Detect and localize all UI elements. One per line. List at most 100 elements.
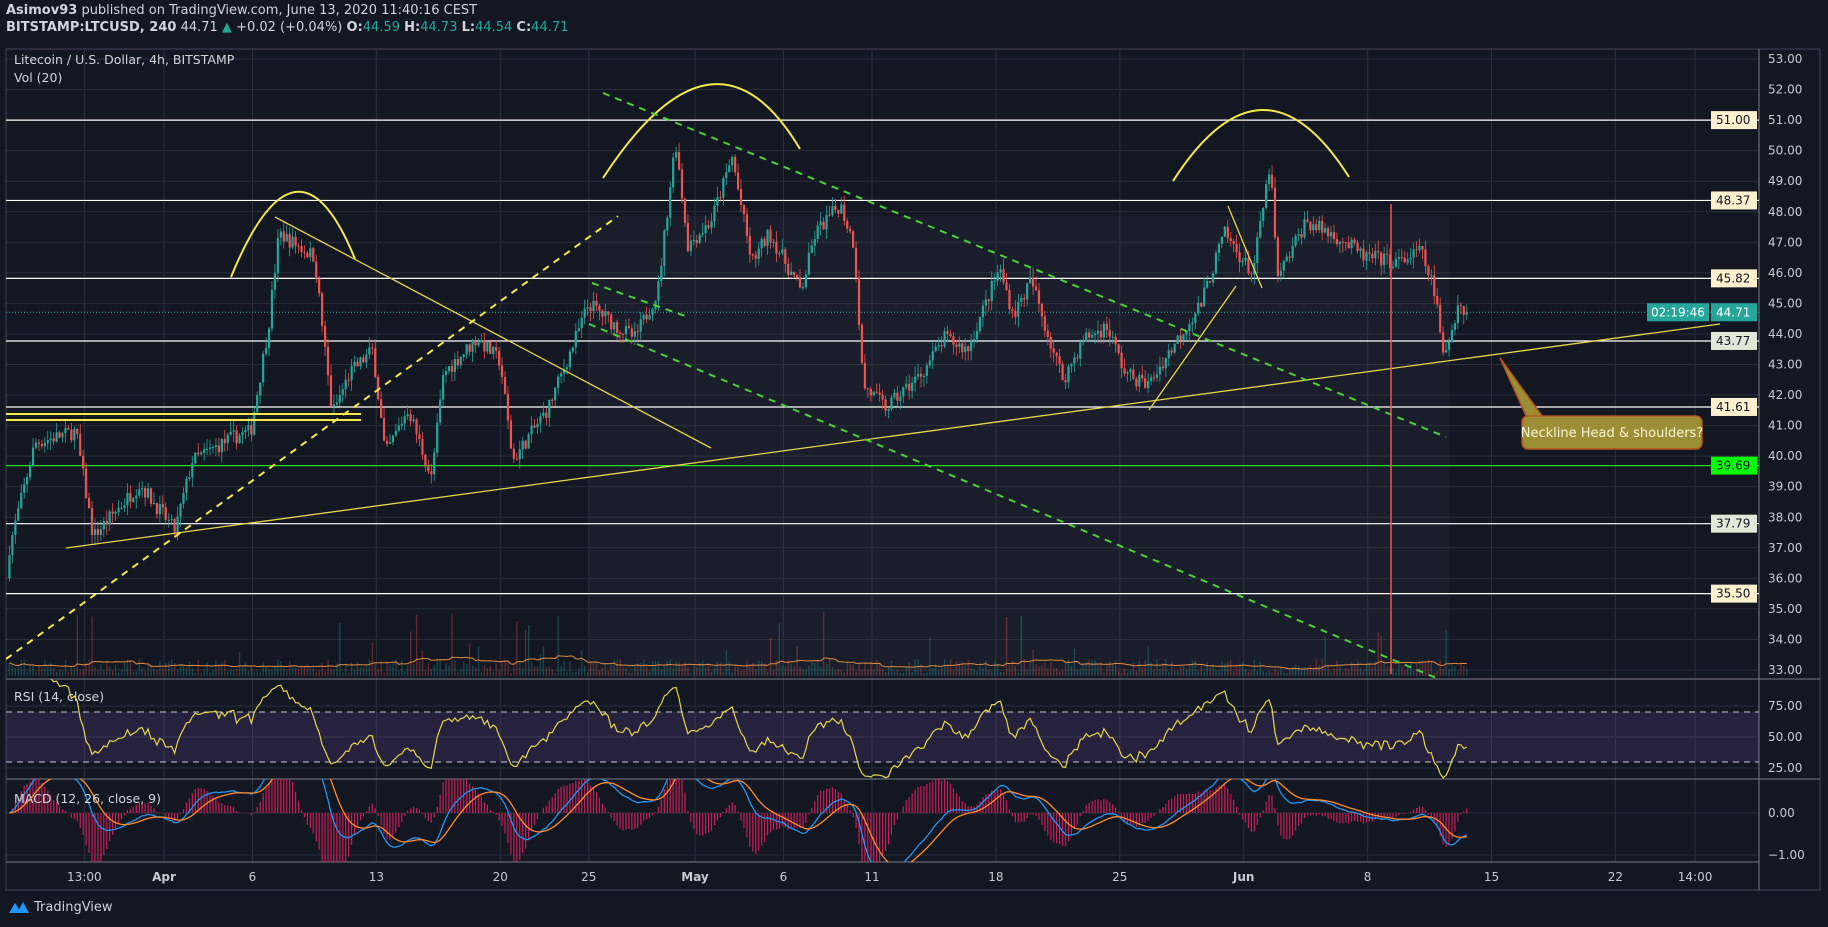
- candle-body: [1338, 241, 1341, 245]
- descending-trendline[interactable]: [274, 216, 712, 449]
- volume-bar: [268, 669, 270, 676]
- volume-bar: [584, 665, 586, 676]
- volume-bar: [179, 664, 182, 676]
- candle-body: [1397, 257, 1400, 259]
- candle-body: [669, 187, 672, 218]
- volume-bar: [926, 672, 928, 676]
- volume-bar: [1150, 661, 1152, 676]
- macd-hist-bar: [386, 813, 388, 840]
- macd-hist-bar: [1005, 800, 1008, 813]
- right-shoulder-arc[interactable]: [1172, 109, 1350, 182]
- macd-hist-bar: [1050, 813, 1052, 841]
- candle-body: [483, 340, 486, 352]
- volume-bar: [345, 665, 347, 676]
- volume-bar: [1008, 664, 1011, 676]
- author[interactable]: Asimov93: [6, 3, 78, 18]
- drawings[interactable]: [6, 83, 1721, 682]
- volume-bar: [1268, 670, 1270, 676]
- candle-body: [1152, 377, 1156, 379]
- left-shoulder-arc[interactable]: [230, 190, 356, 278]
- macd-hist-bar: [616, 813, 618, 826]
- candle-body: [680, 169, 684, 199]
- volume-bar: [445, 663, 447, 676]
- macd-hist-bar: [569, 783, 571, 813]
- volume-bar: [353, 669, 356, 676]
- volume-bar: [525, 630, 527, 676]
- volume-legend[interactable]: Vol (20): [14, 70, 62, 85]
- price-axis[interactable]: 53.0052.0051.0050.0049.0048.0047.0046.00…: [1768, 52, 1805, 862]
- volume-bar: [401, 659, 403, 676]
- rsi-legend[interactable]: RSI (14, close): [14, 689, 104, 704]
- candle-body: [1368, 252, 1371, 254]
- volume-bar: [920, 664, 922, 676]
- callout[interactable]: Neckline Head & shoulders?: [1499, 357, 1703, 450]
- macd-hist-bar: [463, 779, 465, 813]
- volume-bar: [44, 660, 46, 676]
- tradingview-logo[interactable]: TradingView: [8, 899, 113, 915]
- volume-bar: [477, 646, 480, 676]
- volume-bar: [1274, 668, 1276, 676]
- volume-bar: [324, 671, 326, 676]
- macd-hist-bar: [1321, 813, 1323, 817]
- macd-hist-bar: [784, 813, 786, 828]
- candle-body: [321, 293, 324, 326]
- time-tick-label: 13: [369, 870, 384, 884]
- macd-hist-bar: [486, 804, 488, 813]
- candle-body: [919, 373, 923, 377]
- macd-hist-bar: [1415, 807, 1418, 813]
- channel-short-line[interactable]: [591, 282, 689, 318]
- channel-lower-line[interactable]: [588, 323, 1446, 682]
- volume-bar: [1377, 632, 1379, 676]
- volume-bar: [430, 669, 432, 676]
- neckline-trendline[interactable]: [65, 323, 1721, 549]
- macd-hist-bar: [356, 813, 359, 828]
- candle-body: [778, 253, 781, 255]
- macd-legend[interactable]: MACD (12, 26, close, 9): [14, 791, 161, 806]
- candle-body: [704, 225, 707, 234]
- macd-hist-bar: [1250, 813, 1252, 832]
- candle-body: [344, 379, 347, 390]
- candle-body: [11, 535, 14, 556]
- volume-bar: [333, 669, 335, 676]
- volume-bar: [1147, 647, 1149, 676]
- candle-body: [961, 343, 964, 353]
- macd-hist-bar: [796, 813, 798, 828]
- macd-hist-bar: [1345, 813, 1347, 823]
- candle-body: [604, 311, 607, 317]
- volume-bar: [799, 666, 801, 676]
- candle-body: [651, 309, 654, 316]
- macd-hist-bar: [1410, 811, 1412, 813]
- candle-body: [1273, 187, 1277, 238]
- candle-body: [1082, 341, 1085, 343]
- channel-upper-line[interactable]: [602, 92, 1447, 438]
- candle-body: [1200, 302, 1203, 307]
- macd-hist-bar: [194, 788, 196, 813]
- volume-bar: [1238, 663, 1241, 676]
- macd-hist-bar: [988, 793, 990, 813]
- flag-line[interactable]: [1227, 205, 1263, 289]
- macd-hist-bar: [858, 813, 860, 845]
- candle-body: [273, 273, 277, 290]
- candle-body: [899, 396, 902, 401]
- flag-line[interactable]: [1148, 285, 1237, 411]
- candle-body: [55, 432, 58, 442]
- volume-bar: [498, 670, 500, 676]
- volume-bar: [259, 672, 261, 676]
- volume-bar: [828, 659, 831, 676]
- macd-hist-bar: [418, 809, 421, 813]
- head-arc[interactable]: [602, 83, 801, 179]
- candle-body: [931, 351, 934, 361]
- time-axis[interactable]: 13:00 Apr 6 13 20 25 May 6 11 18 25 Jun 8 15 22 14:00: [67, 870, 1712, 884]
- volume-bar: [994, 660, 996, 676]
- macd-hist-bar: [38, 779, 40, 813]
- macd-hist-bar: [445, 779, 447, 813]
- volume-bar: [778, 622, 781, 676]
- macd-hist-bar: [769, 813, 772, 833]
- volume-bar: [489, 665, 491, 676]
- dashed-rising-trendline[interactable]: [6, 215, 619, 660]
- candle-body: [533, 425, 536, 428]
- macd-hist-bar: [153, 808, 155, 813]
- volume-bar: [539, 654, 542, 676]
- candle-body: [795, 275, 799, 278]
